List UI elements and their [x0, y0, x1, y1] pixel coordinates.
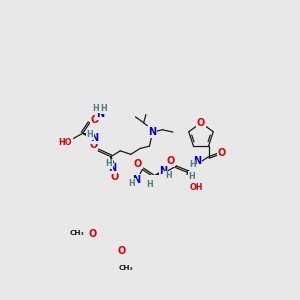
- Text: O: O: [117, 246, 125, 256]
- Text: H: H: [92, 103, 99, 112]
- Text: N: N: [160, 166, 168, 176]
- Text: CH₃: CH₃: [119, 265, 134, 271]
- Text: OH: OH: [190, 183, 204, 192]
- Polygon shape: [83, 133, 93, 138]
- Polygon shape: [128, 180, 136, 187]
- Text: N: N: [148, 127, 156, 137]
- Text: H: H: [100, 104, 107, 113]
- Text: O: O: [110, 172, 118, 182]
- Text: O: O: [90, 116, 99, 125]
- Text: O: O: [88, 230, 97, 239]
- Text: H: H: [146, 180, 153, 189]
- Text: H: H: [165, 172, 172, 181]
- Text: O: O: [167, 156, 175, 166]
- Text: O: O: [134, 159, 142, 169]
- Polygon shape: [111, 157, 115, 166]
- Text: O: O: [197, 118, 205, 128]
- Text: O: O: [217, 148, 226, 158]
- Text: H: H: [105, 159, 112, 168]
- Text: HO: HO: [58, 138, 72, 147]
- Text: N: N: [96, 109, 104, 119]
- Text: N: N: [108, 164, 116, 173]
- Text: N: N: [133, 175, 141, 185]
- Text: CH₃: CH₃: [70, 230, 85, 236]
- Text: N: N: [90, 133, 99, 143]
- Text: O: O: [89, 140, 98, 150]
- Text: H: H: [189, 160, 196, 169]
- Polygon shape: [153, 171, 163, 176]
- Text: H: H: [188, 172, 195, 181]
- Text: N: N: [193, 156, 201, 166]
- Text: H: H: [129, 179, 135, 188]
- Text: H: H: [86, 130, 93, 139]
